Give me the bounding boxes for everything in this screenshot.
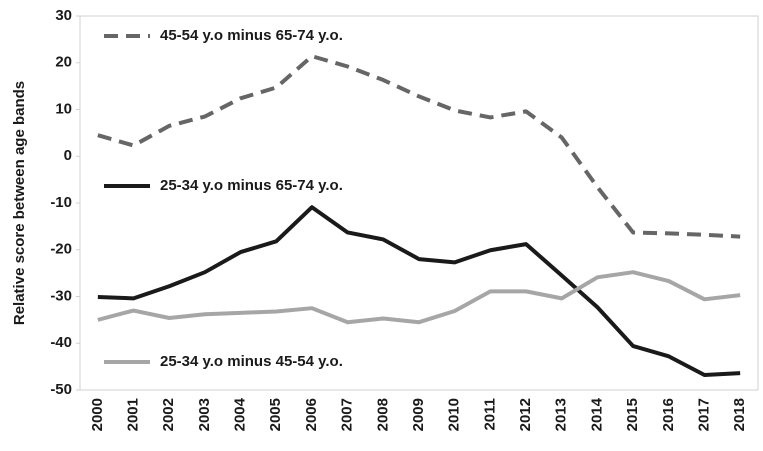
y-axis-title: Relative score between age bands [11,81,28,325]
x-tick-label: 2008 [374,398,391,431]
series-line [97,54,741,239]
series-line [97,270,741,325]
x-tick-label: 2009 [410,398,427,431]
y-tick-label: -50 [50,381,72,398]
series-line [97,205,741,378]
x-tick-label: 2012 [517,398,534,431]
x-tick-label: 2007 [339,398,356,431]
x-tick-label: 2000 [89,398,106,431]
x-tick-label: 2017 [695,398,712,431]
x-tick-label: 2002 [160,398,177,431]
x-tick-label: 2015 [624,398,641,431]
y-tick-label: 30 [55,7,72,24]
x-tick-label: 2003 [196,398,213,431]
y-tick-label: -30 [50,287,72,304]
y-tick-label: -40 [50,334,72,351]
y-tick-label: 10 [55,100,72,117]
y-tick-label: 20 [55,54,72,71]
y-tick-label: -10 [50,194,72,211]
x-tick-label: 2006 [303,398,320,431]
legend-label: 25-34 y.o minus 65-74 y.o. [160,177,343,194]
x-tick-label: 2018 [731,398,748,431]
y-tick-label: 0 [64,147,72,164]
y-tick-label: -20 [50,241,72,258]
x-tick-label: 2001 [124,398,141,431]
legend-label: 45-54 y.o minus 65-74 y.o. [160,27,343,44]
x-tick-label: 2016 [660,398,677,431]
x-tick-label: 2011 [481,398,498,431]
x-tick-label: 2010 [446,398,463,431]
x-tick-label: 2014 [588,397,605,431]
x-tick-label: 2004 [232,397,249,431]
legend-label: 25-34 y.o minus 45-54 y.o. [160,353,343,370]
x-tick-label: 2013 [553,398,570,431]
x-tick-label: 2005 [267,398,284,431]
plot-frame [79,15,759,391]
